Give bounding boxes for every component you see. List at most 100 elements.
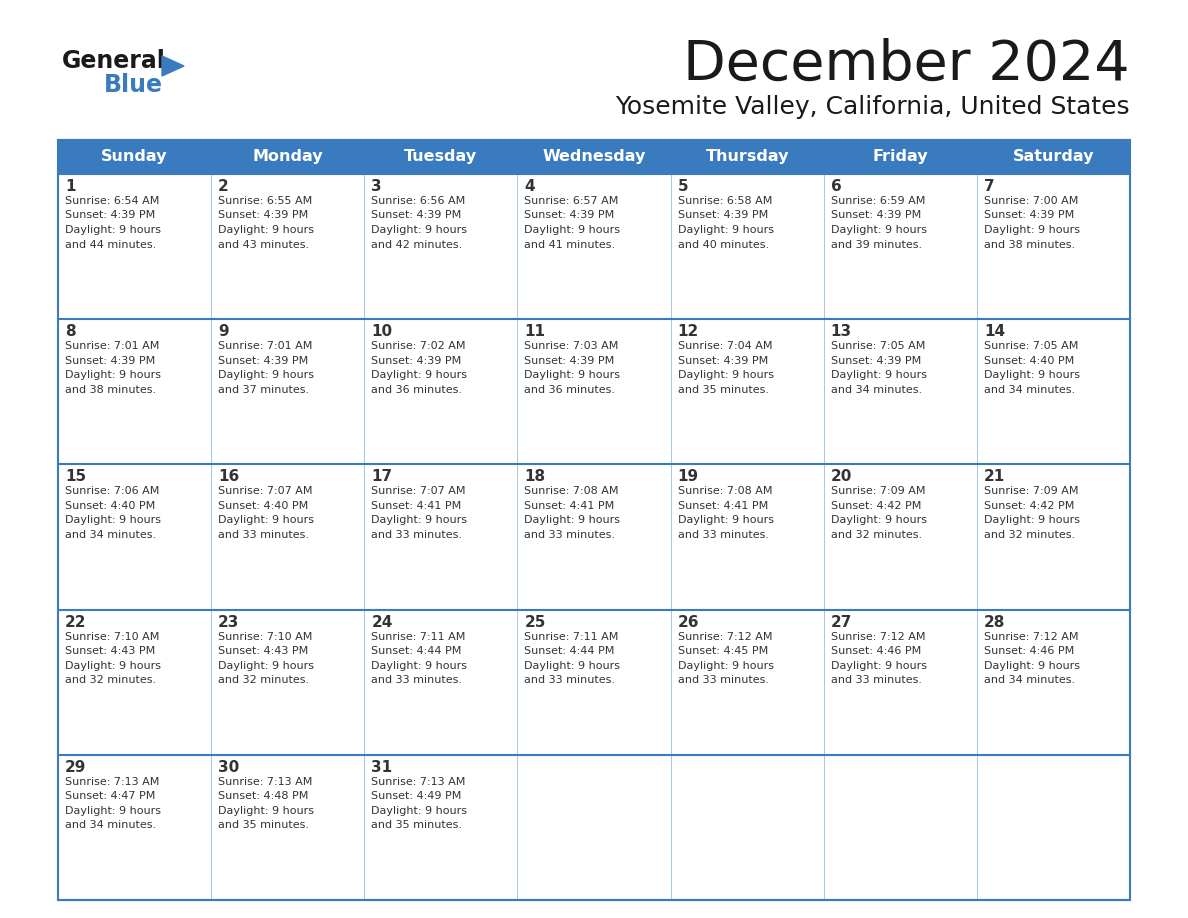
Bar xyxy=(823,610,977,755)
Bar xyxy=(211,755,365,900)
Bar xyxy=(365,319,518,465)
Text: Daylight: 9 hours: Daylight: 9 hours xyxy=(372,661,467,671)
Text: Sunset: 4:40 PM: Sunset: 4:40 PM xyxy=(219,501,309,511)
Text: Sunrise: 7:10 AM: Sunrise: 7:10 AM xyxy=(65,632,159,642)
Bar xyxy=(670,465,823,610)
Bar xyxy=(211,140,365,174)
Text: Sunrise: 7:12 AM: Sunrise: 7:12 AM xyxy=(677,632,772,642)
Bar xyxy=(670,174,823,319)
Text: Sunset: 4:39 PM: Sunset: 4:39 PM xyxy=(372,210,461,220)
Bar xyxy=(518,319,670,465)
Text: Sunset: 4:41 PM: Sunset: 4:41 PM xyxy=(524,501,614,511)
Text: and 38 minutes.: and 38 minutes. xyxy=(65,385,156,395)
Text: Daylight: 9 hours: Daylight: 9 hours xyxy=(830,661,927,671)
Text: 21: 21 xyxy=(984,469,1005,485)
Bar xyxy=(58,465,211,610)
Text: 8: 8 xyxy=(65,324,76,339)
Bar xyxy=(211,465,365,610)
Text: Saturday: Saturday xyxy=(1012,150,1094,164)
Text: Tuesday: Tuesday xyxy=(404,150,478,164)
Text: Daylight: 9 hours: Daylight: 9 hours xyxy=(984,370,1080,380)
Text: Sunrise: 6:59 AM: Sunrise: 6:59 AM xyxy=(830,196,925,206)
Text: Daylight: 9 hours: Daylight: 9 hours xyxy=(830,370,927,380)
Text: 13: 13 xyxy=(830,324,852,339)
Text: Daylight: 9 hours: Daylight: 9 hours xyxy=(830,225,927,235)
Bar xyxy=(518,610,670,755)
Text: 23: 23 xyxy=(219,614,240,630)
Bar xyxy=(670,610,823,755)
Text: Sunset: 4:39 PM: Sunset: 4:39 PM xyxy=(65,210,156,220)
Text: Thursday: Thursday xyxy=(706,150,789,164)
Text: and 33 minutes.: and 33 minutes. xyxy=(524,530,615,540)
Text: Sunset: 4:39 PM: Sunset: 4:39 PM xyxy=(830,355,921,365)
Text: Sunset: 4:44 PM: Sunset: 4:44 PM xyxy=(372,646,462,656)
Text: Sunrise: 7:10 AM: Sunrise: 7:10 AM xyxy=(219,632,312,642)
Bar xyxy=(58,140,211,174)
Text: Sunset: 4:41 PM: Sunset: 4:41 PM xyxy=(372,501,461,511)
Text: Daylight: 9 hours: Daylight: 9 hours xyxy=(524,661,620,671)
Text: and 34 minutes.: and 34 minutes. xyxy=(65,821,156,830)
Text: Daylight: 9 hours: Daylight: 9 hours xyxy=(65,515,162,525)
Text: 6: 6 xyxy=(830,179,841,194)
Text: and 33 minutes.: and 33 minutes. xyxy=(677,675,769,685)
Text: Daylight: 9 hours: Daylight: 9 hours xyxy=(372,515,467,525)
Bar xyxy=(823,755,977,900)
Text: Sunrise: 6:56 AM: Sunrise: 6:56 AM xyxy=(372,196,466,206)
Text: Sunrise: 7:02 AM: Sunrise: 7:02 AM xyxy=(372,341,466,352)
Bar xyxy=(977,465,1130,610)
Text: Sunset: 4:42 PM: Sunset: 4:42 PM xyxy=(984,501,1074,511)
Bar xyxy=(518,755,670,900)
Text: 30: 30 xyxy=(219,760,240,775)
Text: and 32 minutes.: and 32 minutes. xyxy=(219,675,309,685)
Text: General: General xyxy=(62,49,166,73)
Text: Daylight: 9 hours: Daylight: 9 hours xyxy=(677,225,773,235)
Text: 24: 24 xyxy=(372,614,393,630)
Text: Daylight: 9 hours: Daylight: 9 hours xyxy=(65,370,162,380)
Bar xyxy=(823,174,977,319)
Text: and 43 minutes.: and 43 minutes. xyxy=(219,240,309,250)
Text: Sunrise: 6:54 AM: Sunrise: 6:54 AM xyxy=(65,196,159,206)
Text: and 33 minutes.: and 33 minutes. xyxy=(219,530,309,540)
Text: and 36 minutes.: and 36 minutes. xyxy=(524,385,615,395)
Text: Sunrise: 7:13 AM: Sunrise: 7:13 AM xyxy=(219,777,312,787)
Text: and 35 minutes.: and 35 minutes. xyxy=(677,385,769,395)
Text: Sunset: 4:43 PM: Sunset: 4:43 PM xyxy=(219,646,309,656)
Text: 3: 3 xyxy=(372,179,381,194)
Text: and 34 minutes.: and 34 minutes. xyxy=(984,385,1075,395)
Polygon shape xyxy=(162,56,184,76)
Text: Daylight: 9 hours: Daylight: 9 hours xyxy=(65,661,162,671)
Text: 4: 4 xyxy=(524,179,535,194)
Bar xyxy=(211,610,365,755)
Text: Sunset: 4:44 PM: Sunset: 4:44 PM xyxy=(524,646,615,656)
Text: Daylight: 9 hours: Daylight: 9 hours xyxy=(984,225,1080,235)
Text: and 36 minutes.: and 36 minutes. xyxy=(372,385,462,395)
Text: Sunrise: 7:04 AM: Sunrise: 7:04 AM xyxy=(677,341,772,352)
Bar xyxy=(211,319,365,465)
Text: Sunset: 4:46 PM: Sunset: 4:46 PM xyxy=(984,646,1074,656)
Text: Daylight: 9 hours: Daylight: 9 hours xyxy=(65,225,162,235)
Text: Sunset: 4:39 PM: Sunset: 4:39 PM xyxy=(677,355,767,365)
Text: Sunrise: 7:13 AM: Sunrise: 7:13 AM xyxy=(372,777,466,787)
Text: Sunrise: 7:01 AM: Sunrise: 7:01 AM xyxy=(219,341,312,352)
Text: December 2024: December 2024 xyxy=(683,38,1130,92)
Text: Daylight: 9 hours: Daylight: 9 hours xyxy=(219,806,314,816)
Text: 16: 16 xyxy=(219,469,240,485)
Text: Daylight: 9 hours: Daylight: 9 hours xyxy=(65,806,162,816)
Text: Daylight: 9 hours: Daylight: 9 hours xyxy=(372,806,467,816)
Bar xyxy=(670,319,823,465)
Bar xyxy=(977,755,1130,900)
Text: Sunset: 4:39 PM: Sunset: 4:39 PM xyxy=(830,210,921,220)
Text: Sunrise: 6:58 AM: Sunrise: 6:58 AM xyxy=(677,196,772,206)
Bar xyxy=(58,755,211,900)
Text: Friday: Friday xyxy=(872,150,928,164)
Text: Sunset: 4:39 PM: Sunset: 4:39 PM xyxy=(524,210,614,220)
Text: 1: 1 xyxy=(65,179,76,194)
Text: and 33 minutes.: and 33 minutes. xyxy=(372,675,462,685)
Text: Sunrise: 7:12 AM: Sunrise: 7:12 AM xyxy=(984,632,1079,642)
Text: Sunset: 4:39 PM: Sunset: 4:39 PM xyxy=(219,210,309,220)
Text: Daylight: 9 hours: Daylight: 9 hours xyxy=(524,225,620,235)
Text: Sunrise: 7:09 AM: Sunrise: 7:09 AM xyxy=(830,487,925,497)
Bar xyxy=(977,140,1130,174)
Text: Daylight: 9 hours: Daylight: 9 hours xyxy=(677,661,773,671)
Text: 19: 19 xyxy=(677,469,699,485)
